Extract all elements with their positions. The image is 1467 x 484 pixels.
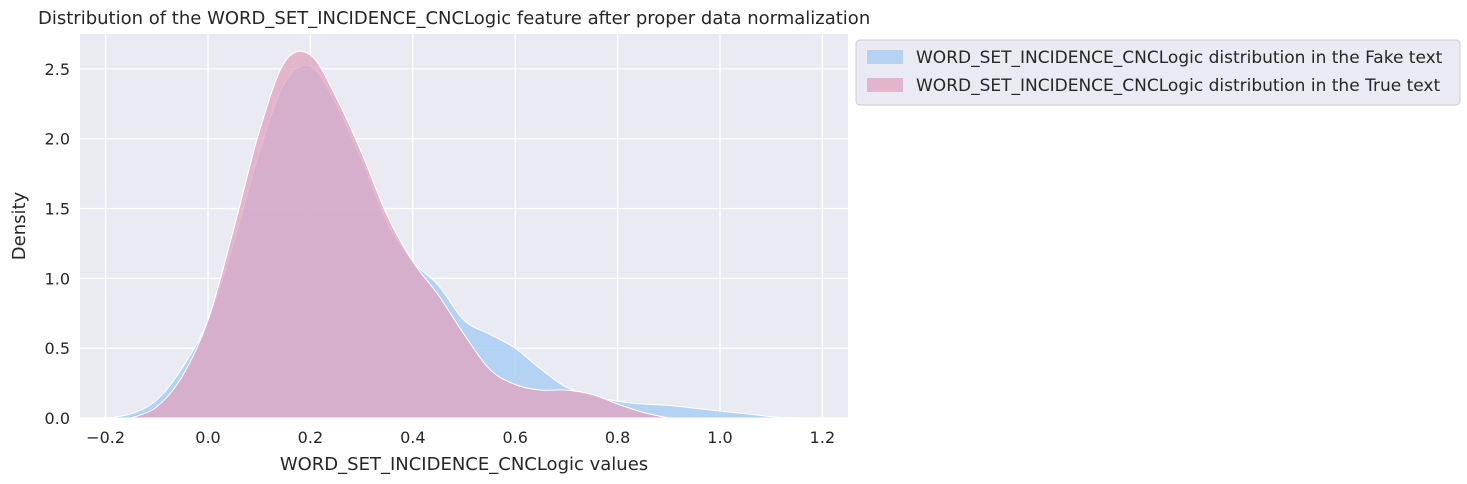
y-tick-label: 1.5 xyxy=(45,200,70,219)
legend-swatch-fake xyxy=(867,50,903,64)
x-axis-label: WORD_SET_INCIDENCE_CNCLogic values xyxy=(280,454,648,475)
y-tick-label: 1.0 xyxy=(45,269,70,288)
x-tick-label: 1.2 xyxy=(810,428,835,447)
y-tick-label: 0.0 xyxy=(45,409,70,428)
density-area-true xyxy=(131,50,669,419)
chart-title: Distribution of the WORD_SET_INCIDENCE_C… xyxy=(38,8,870,29)
x-tick-label: 1.0 xyxy=(707,428,732,447)
legend-label-true: WORD_SET_INCIDENCE_CNCLogic distribution… xyxy=(916,76,1440,96)
x-tick-label: 0.8 xyxy=(605,428,630,447)
x-tick-label: 0.6 xyxy=(502,428,527,447)
x-tick-label: −0.2 xyxy=(86,428,125,447)
density-areas xyxy=(105,50,797,419)
y-tick-label: 0.5 xyxy=(45,339,70,358)
legend: WORD_SET_INCIDENCE_CNCLogic distribution… xyxy=(855,39,1461,106)
y-tick-label: 2.0 xyxy=(45,130,70,149)
legend-label-fake: WORD_SET_INCIDENCE_CNCLogic distribution… xyxy=(916,48,1443,68)
x-tick-label: 0.0 xyxy=(195,428,220,447)
y-tick-label: 2.5 xyxy=(45,60,70,79)
y-axis-ticks: 0.0 0.5 1.0 1.5 2.0 2.5 xyxy=(45,60,70,428)
legend-swatch-true xyxy=(867,78,903,92)
x-tick-label: 0.2 xyxy=(298,428,323,447)
y-axis-label: Density xyxy=(9,191,30,260)
legend-frame xyxy=(855,39,1461,106)
x-axis-ticks: −0.2 0.0 0.2 0.4 0.6 0.8 1.0 1.2 xyxy=(86,428,835,447)
x-tick-label: 0.4 xyxy=(400,428,425,447)
